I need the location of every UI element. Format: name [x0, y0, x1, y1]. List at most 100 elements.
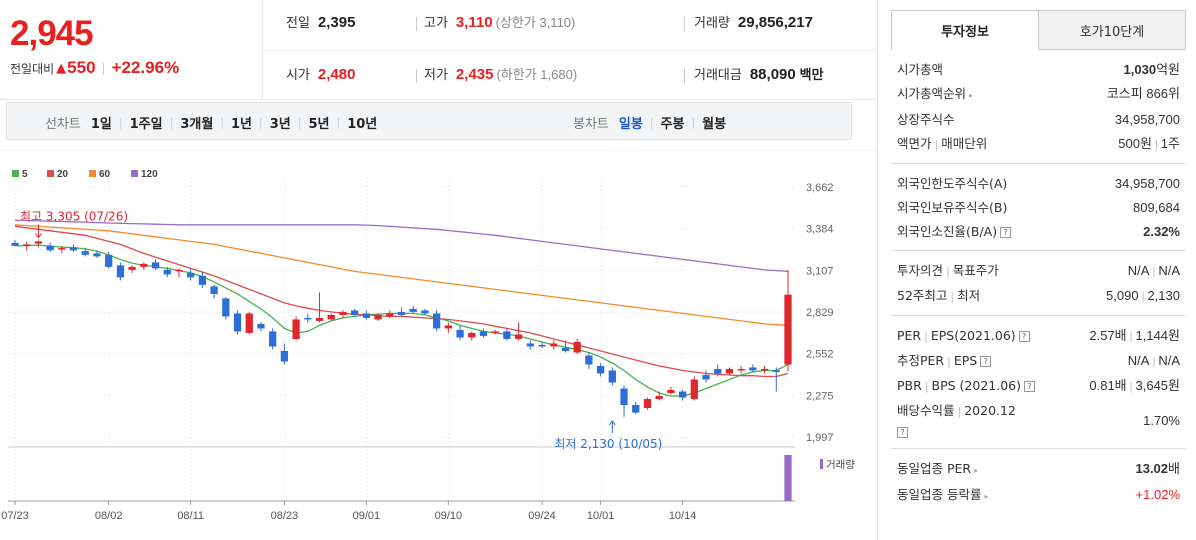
candle-body: [678, 391, 687, 398]
change-label: 전일대비: [10, 61, 55, 76]
tab-weekly[interactable]: 주봉: [660, 117, 685, 132]
help-icon[interactable]: ?: [897, 427, 908, 438]
row-foreign-limit: 외국인한도주식수(A) 34,958,700: [897, 176, 1180, 191]
candle-body: [257, 323, 265, 329]
legend-swatch: [47, 170, 54, 177]
ma-line-60: [14, 224, 789, 327]
chevron-right-icon: ▸: [984, 492, 989, 501]
y-tick-label: 3,662: [806, 182, 834, 194]
y-tick-label: 3,384: [806, 224, 834, 236]
candle-body: [34, 241, 43, 244]
candle-body: [421, 310, 429, 314]
legend-label: 60: [99, 169, 111, 180]
candle-body: [140, 263, 148, 267]
candle-body: [397, 311, 406, 315]
x-tick-label: 09/10: [435, 510, 463, 522]
candle-body: [163, 269, 171, 275]
chevron-right-icon: ▸: [969, 91, 974, 100]
candle-body: [327, 314, 335, 320]
row-opinion: 투자의견 | 목표주가 N/A | N/A: [897, 263, 1180, 278]
candle-body: [561, 347, 570, 351]
row-52week: 52주최고 | 최저 5,090 | 2,130: [897, 288, 1180, 303]
stat-open: 시가 2,480: [286, 66, 356, 83]
info-panel: 투자정보 호가10단계 시가총액 1,030억원 시가총액순위 ▸ 코스피 866…: [888, 0, 1196, 540]
candle-body: [550, 343, 558, 347]
candle-body: [175, 269, 183, 272]
candle-body: [269, 331, 277, 347]
tab-1week[interactable]: 1주일: [129, 117, 163, 132]
tab-orderbook[interactable]: 호가10단계: [1039, 10, 1186, 50]
stat-high: 고가 3,110 (상한가 3,110): [424, 14, 576, 31]
row-sector-per[interactable]: 동일업종 PER ▸ 13.02배: [897, 461, 1180, 476]
candle-body: [468, 332, 476, 338]
row-foreign-ratio: 외국인소진율(B/A)? 2.32%: [897, 224, 1180, 239]
y-tick-label: 3,107: [806, 265, 834, 277]
candle-body: [772, 370, 780, 372]
candle-body: [444, 325, 452, 329]
high-annotation: 최고 3,305 (07/26): [20, 210, 128, 224]
tab-10year[interactable]: 10년: [347, 117, 378, 132]
candle-body: [620, 388, 628, 406]
candle-body: [632, 405, 640, 413]
candle-body: [585, 355, 593, 365]
chevron-right-icon: ▸: [974, 466, 979, 475]
candle-body: [608, 370, 616, 383]
candle-body: [280, 350, 289, 362]
candle-body: [456, 329, 464, 338]
candle-body: [690, 379, 698, 400]
legend-swatch: [12, 170, 19, 177]
candle-body: [491, 331, 499, 333]
row-dividend: 배당수익률 | 2020.12? 1.70%: [897, 403, 1180, 438]
row-market-cap: 시가총액 1,030억원: [897, 62, 1180, 77]
candle-tabs: 봉차트 일봉 | 주봉 | 월봉: [573, 113, 726, 132]
candle-body: [749, 367, 757, 371]
tab-daily[interactable]: 일봉: [618, 117, 643, 132]
y-tick-label: 2,552: [806, 349, 834, 361]
candle-body: [116, 265, 125, 278]
row-market-rank[interactable]: 시가총액순위 ▸ 코스피 866위: [897, 86, 1180, 101]
row-sector-change[interactable]: 동일업종 등락률 ▸ +1.02%: [897, 487, 1180, 502]
help-icon[interactable]: ?: [1000, 227, 1012, 238]
candle-body: [573, 341, 581, 353]
x-tick-label: 10/01: [587, 510, 615, 522]
candle-body: [667, 390, 675, 394]
up-arrow-icon: ▲: [56, 60, 67, 76]
info-section-sector: 동일업종 PER ▸ 13.02배 동일업종 등락률 ▸ +1.02%: [891, 448, 1186, 515]
candle-body: [198, 275, 207, 285]
low-annotation: 최저 2,130 (10/05): [554, 437, 662, 451]
tab-invest-info[interactable]: 투자정보: [891, 10, 1039, 50]
tab-3month[interactable]: 3개월: [180, 117, 214, 132]
tab-1year[interactable]: 1년: [231, 117, 253, 132]
row-pbr: PBR | BPS (2021.06)? 0.81배 | 3,645원: [897, 378, 1180, 393]
chart-tabbar: 선차트 1일 | 1주일 | 3개월 | 1년 | 3년 | 5년 | 10년 봉차트 일봉…: [6, 102, 852, 140]
candle-body: [374, 314, 382, 320]
candle-body: [362, 313, 370, 318]
candle-body: [643, 399, 652, 409]
candle-body: [245, 313, 253, 333]
side-tabs: 투자정보 호가10단계: [891, 10, 1186, 50]
tab-5year[interactable]: 5년: [308, 117, 330, 132]
candle-body: [737, 368, 745, 371]
candle-tabs-title: 봉차트: [573, 117, 609, 132]
help-icon[interactable]: ?: [980, 356, 992, 367]
candle-body: [81, 251, 89, 255]
candle-body: [433, 313, 441, 329]
tab-3year[interactable]: 3년: [269, 117, 291, 132]
legend-label: 5: [22, 169, 28, 180]
legend-label: 20: [57, 169, 69, 180]
candle-body: [46, 245, 54, 251]
info-section-opinion: 투자의견 | 목표주가 N/A | N/A 52주최고 | 최저 5,090 | 2,130: [891, 250, 1186, 315]
tab-monthly[interactable]: 월봉: [702, 117, 727, 132]
y-tick-label: 1,997: [806, 432, 834, 444]
candle-body: [351, 310, 359, 315]
volume-legend-label: 거래량: [826, 459, 855, 471]
volume-bar: [784, 455, 792, 501]
x-tick-label: 07/23: [1, 510, 29, 522]
candle-body: [233, 313, 242, 332]
candle-body: [105, 254, 113, 267]
tab-1day[interactable]: 1일: [90, 117, 112, 132]
help-icon[interactable]: ?: [1018, 331, 1030, 342]
help-icon[interactable]: ?: [1024, 381, 1035, 392]
candle-body: [58, 248, 66, 250]
candle-body: [538, 344, 546, 347]
